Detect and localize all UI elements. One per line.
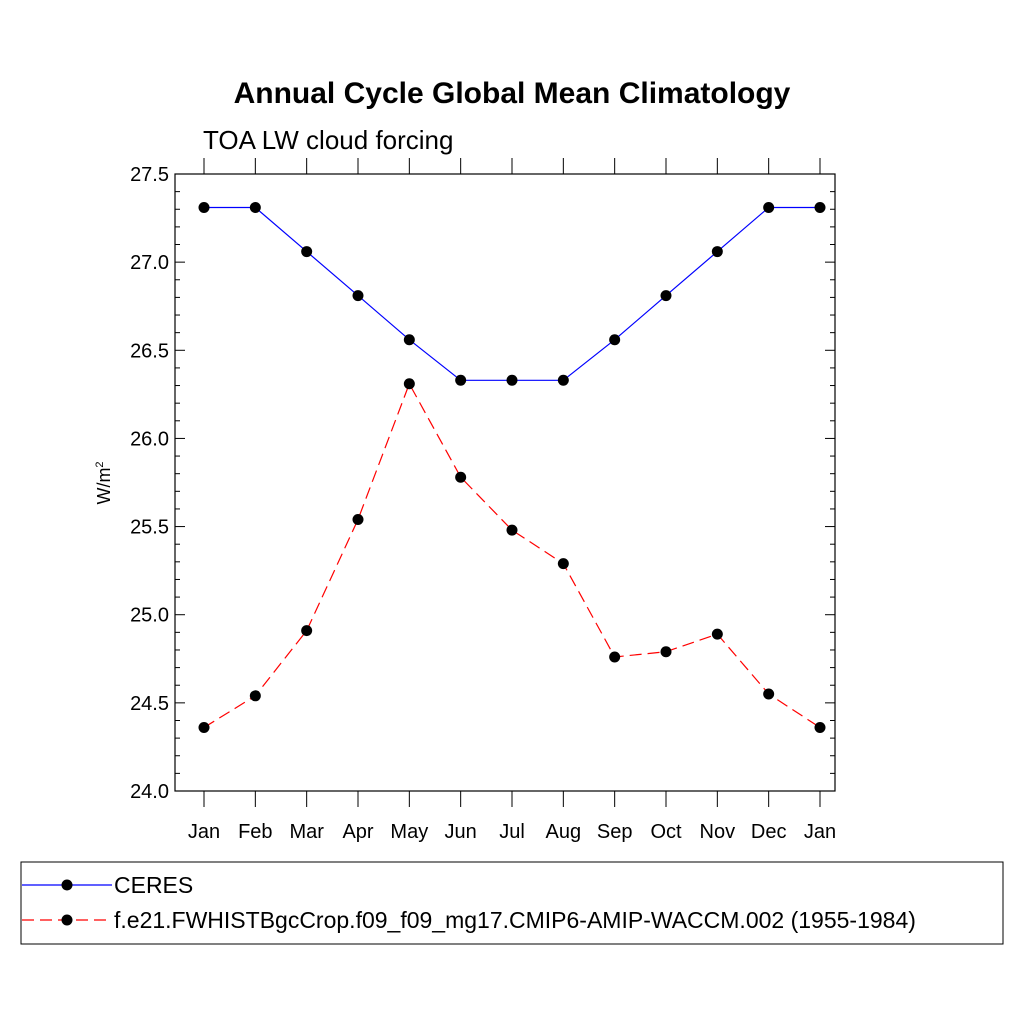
data-point-0-1 — [249, 201, 261, 213]
x-tick-label: Oct — [650, 821, 682, 843]
data-point-1-1 — [249, 690, 261, 702]
y-ticks: 24.0 24.5 25.0 25.5 26.0 26.5 27.0 27.5 — [130, 164, 835, 803]
y-tick-label: 26.0 — [130, 428, 169, 450]
y-tick-label: 25.0 — [130, 605, 169, 627]
y-tick-label: 24.0 — [130, 781, 169, 803]
series-line-0 — [204, 206, 820, 381]
chart-subtitle: TOA LW cloud forcing — [203, 125, 453, 155]
data-point-0-7 — [557, 374, 569, 386]
y-tick-label: 27.5 — [130, 164, 169, 186]
x-tick-label: Nov — [700, 821, 736, 843]
y-axis-label-sup: 2 — [94, 461, 106, 467]
x-tick-label: Jan — [188, 821, 220, 843]
x-tick-label: Dec — [751, 821, 787, 843]
data-point-0-0 — [198, 201, 210, 213]
y-tick-label: 27.0 — [130, 252, 169, 274]
x-tick-label: Mar — [289, 821, 324, 843]
plot-frame — [174, 173, 836, 792]
series-layer — [198, 201, 826, 734]
y-tick-label: 26.5 — [130, 340, 169, 362]
data-point-1-3 — [352, 514, 364, 526]
data-point-1-4 — [403, 378, 415, 390]
x-tick-label: Jan — [804, 821, 836, 843]
legend: CERES f.e21.FWHISTBgcCrop.f09_f09_mg17.CM… — [22, 872, 916, 933]
data-point-0-2 — [301, 246, 313, 258]
series-line-1 — [203, 382, 821, 729]
data-point-0-12 — [814, 201, 826, 213]
data-point-0-11 — [763, 201, 775, 213]
legend-marker-0 — [61, 879, 73, 891]
legend-label-0: CERES — [114, 872, 193, 898]
x-tick-label: Sep — [597, 821, 633, 843]
data-point-0-3 — [352, 290, 364, 302]
data-point-1-9 — [660, 646, 672, 658]
data-point-0-8 — [609, 334, 621, 346]
x-tick-label: Apr — [342, 821, 373, 843]
data-point-1-2 — [301, 625, 313, 637]
data-point-1-0 — [198, 722, 210, 734]
y-tick-label: 24.5 — [130, 693, 169, 715]
x-tick-label: Jun — [445, 821, 477, 843]
data-point-1-12 — [814, 722, 826, 734]
data-point-1-6 — [506, 524, 518, 536]
data-point-0-6 — [506, 374, 518, 386]
data-point-0-10 — [711, 246, 723, 258]
legend-marker-1 — [61, 914, 73, 926]
x-tick-label: Aug — [546, 821, 582, 843]
x-tick-label: Feb — [238, 821, 272, 843]
y-axis-label: W/m2 — [94, 461, 114, 504]
svg-text:W/m2: W/m2 — [94, 461, 114, 504]
chart-title: Annual Cycle Global Mean Climatology — [234, 77, 791, 110]
legend-label-1: f.e21.FWHISTBgcCrop.f09_f09_mg17.CMIP6-A… — [114, 907, 916, 933]
data-point-1-7 — [557, 558, 569, 570]
x-ticks: Jan Feb Mar Apr May Jun Jul Aug Sep Oct Nov Dec Jan — [188, 158, 836, 843]
x-tick-label: May — [390, 821, 428, 843]
y-axis-label-base: W/m — [94, 468, 114, 505]
data-point-1-8 — [609, 651, 621, 663]
data-point-1-5 — [455, 471, 467, 483]
data-point-1-10 — [711, 628, 723, 640]
y-tick-label: 25.5 — [130, 517, 169, 539]
data-point-1-11 — [763, 688, 775, 700]
x-tick-label: Jul — [499, 821, 525, 843]
data-point-0-4 — [403, 334, 415, 346]
data-point-0-9 — [660, 290, 672, 302]
legend-box — [20, 861, 1004, 945]
data-point-0-5 — [455, 374, 467, 386]
